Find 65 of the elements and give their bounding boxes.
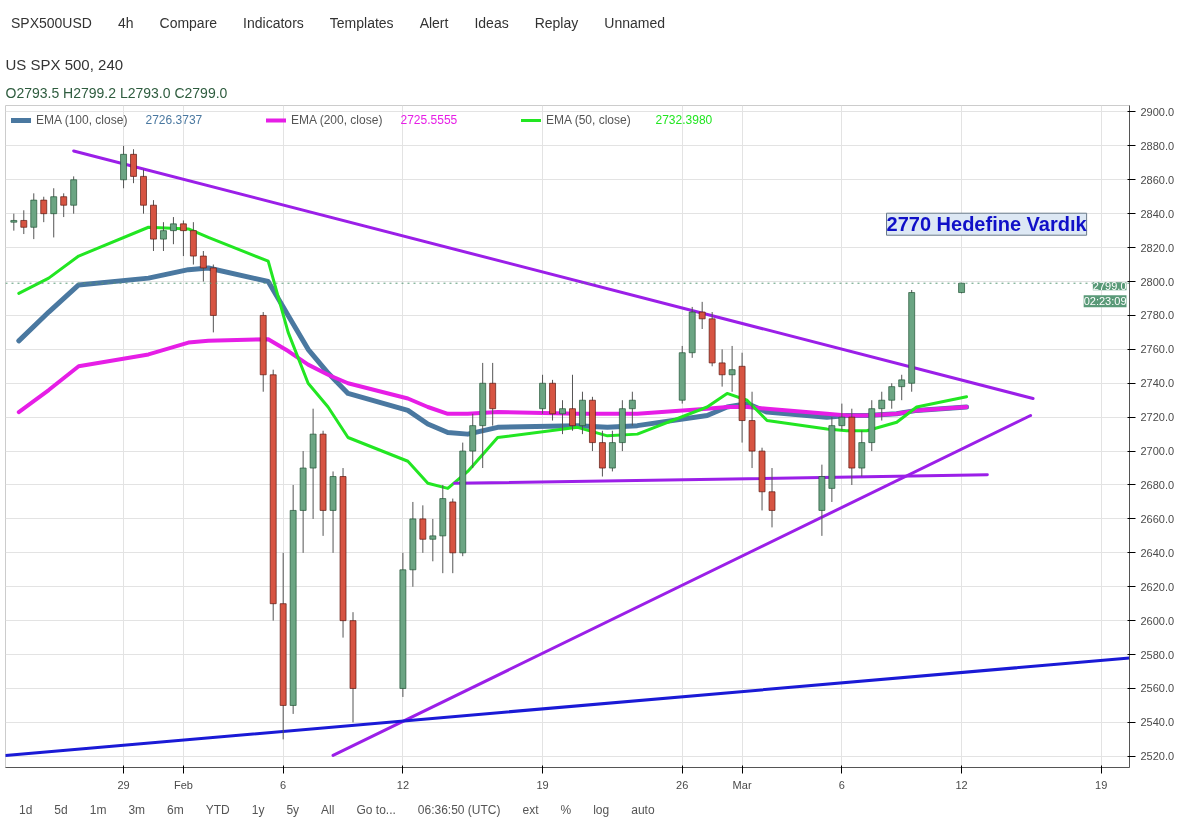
text: Replay [534,15,579,31]
y-tick-label: 2760.0 [1140,343,1175,356]
y-tick-label: 2900.0 [1140,105,1175,118]
text: Go to... [356,803,396,817]
text: YTD [205,803,230,817]
text: Ideas [474,15,509,31]
text: 1m [89,803,107,817]
annotation: 2726.3737 [145,113,203,127]
y-tick-label: 2540.0 [1140,716,1175,729]
y-tick-label: 2580.0 [1140,648,1175,661]
annotation: 2725.5555 [400,113,458,127]
text: Templates [329,15,394,31]
y-tick-label: 2860.0 [1140,173,1175,186]
y-tick-label: 2620.0 [1140,580,1175,593]
y-tick-label: 2680.0 [1140,479,1175,491]
text: Indicators [243,15,304,31]
text: SPX500USD [11,15,92,31]
y-tick-label: 2600.0 [1140,614,1175,627]
y-tick-label: 2700.0 [1140,445,1175,458]
y-tick-label: 2880.0 [1140,139,1175,152]
text: Compare [159,15,218,31]
x-tick-label: 12 [396,778,410,791]
text: 5y [286,803,300,817]
annotation: 2770 Hedefine Vardık [886,213,1088,236]
y-tick-label: 2780.0 [1140,309,1175,322]
text: auto [631,803,655,817]
text: Unnamed [604,15,665,31]
text: 5d [54,803,68,817]
y-tick-label: 2720.0 [1140,411,1175,424]
text: log [593,803,610,817]
text: 1y [251,803,265,817]
x-tick-label: 19 [536,778,549,791]
y-tick-label: 2560.0 [1140,682,1175,695]
x-tick-label: 6 [838,778,845,791]
text: 06:36:50 (UTC) [417,803,501,817]
x-tick-label: Mar [732,778,752,791]
y-tick-label: 2520.0 [1140,750,1175,763]
text: % [560,803,572,817]
text: 3m [128,803,146,817]
ref-line-label: 2799.0 [1092,280,1127,293]
annotation: 02:23:09 [1083,295,1127,308]
chart-title: US SPX 500, 240 [5,55,124,73]
x-tick-label: 6 [280,778,287,791]
text: All [321,803,335,817]
y-tick-label: 2740.0 [1140,377,1175,390]
y-tick-label: 2660.0 [1140,512,1175,525]
text: 4h [117,15,134,31]
text: ext [522,803,539,817]
text: Alert [419,15,449,31]
x-tick-label: 19 [1095,778,1108,791]
legend-label: EMA (100, close) [36,113,128,127]
y-tick-label: 2820.0 [1140,241,1175,254]
x-tick-label: 12 [955,778,968,791]
text: 6m [167,803,184,817]
y-tick-label: 2800.0 [1140,275,1175,288]
text: 1d [19,803,33,817]
x-tick-label: Feb [173,778,193,791]
legend-label: EMA (200, close) [291,113,383,127]
annotation: 2732.3980 [655,113,713,127]
legend-label: EMA (50, close) [546,113,631,127]
y-tick-label: 2840.0 [1140,207,1175,220]
x-tick-label: 29 [117,778,130,791]
y-tick-label: 2640.0 [1140,546,1175,559]
x-tick-label: 26 [676,778,689,791]
chart-subtitle: O2793.5 H2799.2 L2793.0 C2799.0 [5,84,228,101]
